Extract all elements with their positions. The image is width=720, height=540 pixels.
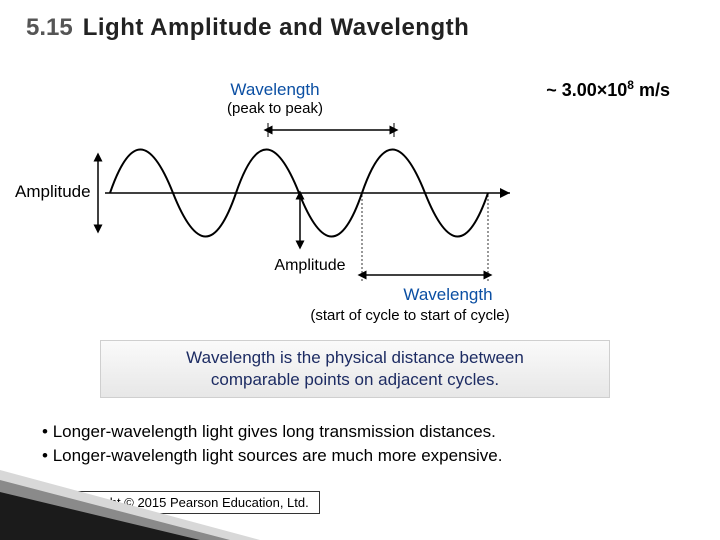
section-number: 5.15 (26, 14, 73, 42)
title-row: 5.15 Light Amplitude and Wavelength (26, 14, 469, 42)
speed-suffix: m/s (634, 80, 670, 100)
copyright-notice: Copyright © 2015 Pearson Education, Ltd. (54, 491, 320, 514)
wave-diagram: Wavelength (peak to peak) Amplitude Ampl… (10, 75, 540, 335)
section-title: Light Amplitude and Wavelength (83, 14, 470, 42)
wavelength-top-sublabel: (peak to peak) (227, 100, 323, 117)
bullet-list: Longer-wavelength light gives long trans… (42, 420, 502, 468)
definition-line1: Wavelength is the physical distance betw… (113, 347, 597, 369)
bullet-item: Longer-wavelength light gives long trans… (42, 420, 502, 444)
wavelength-bottom-sublabel: (start of cycle to start of cycle) (310, 307, 509, 324)
wavelength-top-label: Wavelength (230, 80, 319, 99)
wavelength-bottom-label: Wavelength (403, 285, 492, 304)
definition-line2: comparable points on adjacent cycles. (113, 369, 597, 391)
speed-prefix: ~ 3.00×10 (546, 80, 627, 100)
speed-exponent: 8 (627, 78, 634, 92)
definition-box: Wavelength is the physical distance betw… (100, 340, 610, 398)
amplitude-center-label: Amplitude (274, 257, 345, 274)
bullet-item: Longer-wavelength light sources are much… (42, 444, 502, 468)
amplitude-left-label: Amplitude (15, 182, 91, 201)
speed-of-light-note: ~ 3.00×108 m/s (546, 78, 670, 101)
